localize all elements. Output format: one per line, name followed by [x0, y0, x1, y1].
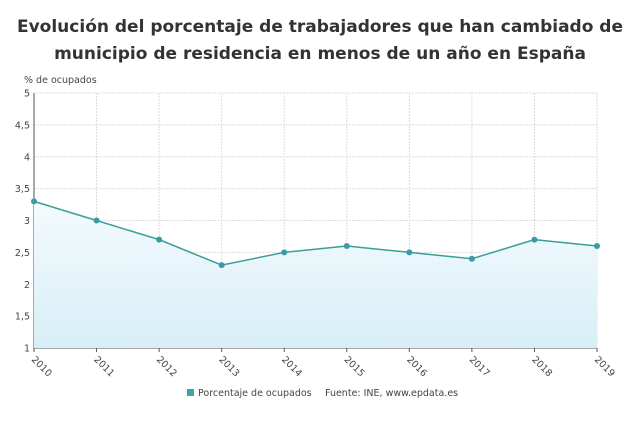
series-line	[33, 200, 598, 266]
data-point	[218, 262, 225, 269]
y-tick-label: 3,5	[15, 184, 30, 195]
data-point	[281, 249, 288, 256]
y-tick-label: 2	[24, 280, 30, 291]
y-tick-label: 1	[24, 344, 30, 355]
x-tick-label: 2019	[592, 354, 617, 379]
y-tick-label: 3	[24, 216, 30, 227]
data-point	[343, 243, 350, 249]
data-point	[406, 249, 413, 256]
x-tick-label: 2011	[91, 354, 116, 379]
data-point	[468, 255, 475, 262]
data-point	[93, 217, 100, 224]
data-point	[31, 198, 37, 205]
data-point	[594, 243, 600, 249]
x-tick-label: 2013	[217, 354, 242, 379]
x-tick-label: 2018	[529, 354, 554, 379]
x-tick-label: 2015	[342, 354, 367, 379]
x-tick-label: 2012	[154, 354, 179, 379]
series-area	[34, 201, 597, 348]
y-tick-label: 2,5	[15, 248, 30, 259]
x-tick-label: 2017	[467, 354, 492, 379]
chart-title-line-1: Evolución del porcentaje de trabajadores…	[17, 17, 623, 37]
x-tick-label: 2014	[279, 354, 304, 379]
y-tick-label: 5	[24, 89, 30, 100]
legend-label: Porcentaje de ocupados	[198, 388, 312, 399]
x-tick-label: 2016	[404, 354, 429, 379]
y-axis-label: % de ocupados	[24, 75, 97, 86]
x-tick-label: 2010	[29, 354, 54, 379]
y-tick-label: 4	[24, 152, 30, 163]
legend: Porcentaje de ocupados Fuente: INE, www.…	[187, 388, 458, 399]
data-point	[156, 236, 163, 243]
legend-marker	[187, 389, 194, 396]
source-note: Fuente: INE, www.epdata.es	[325, 388, 458, 399]
chart-title-line-2: municipio de residencia en menos de un a…	[54, 44, 586, 64]
data-point	[531, 236, 538, 243]
y-tick-label: 4,5	[15, 120, 30, 131]
y-tick-label: 1,5	[15, 312, 30, 323]
